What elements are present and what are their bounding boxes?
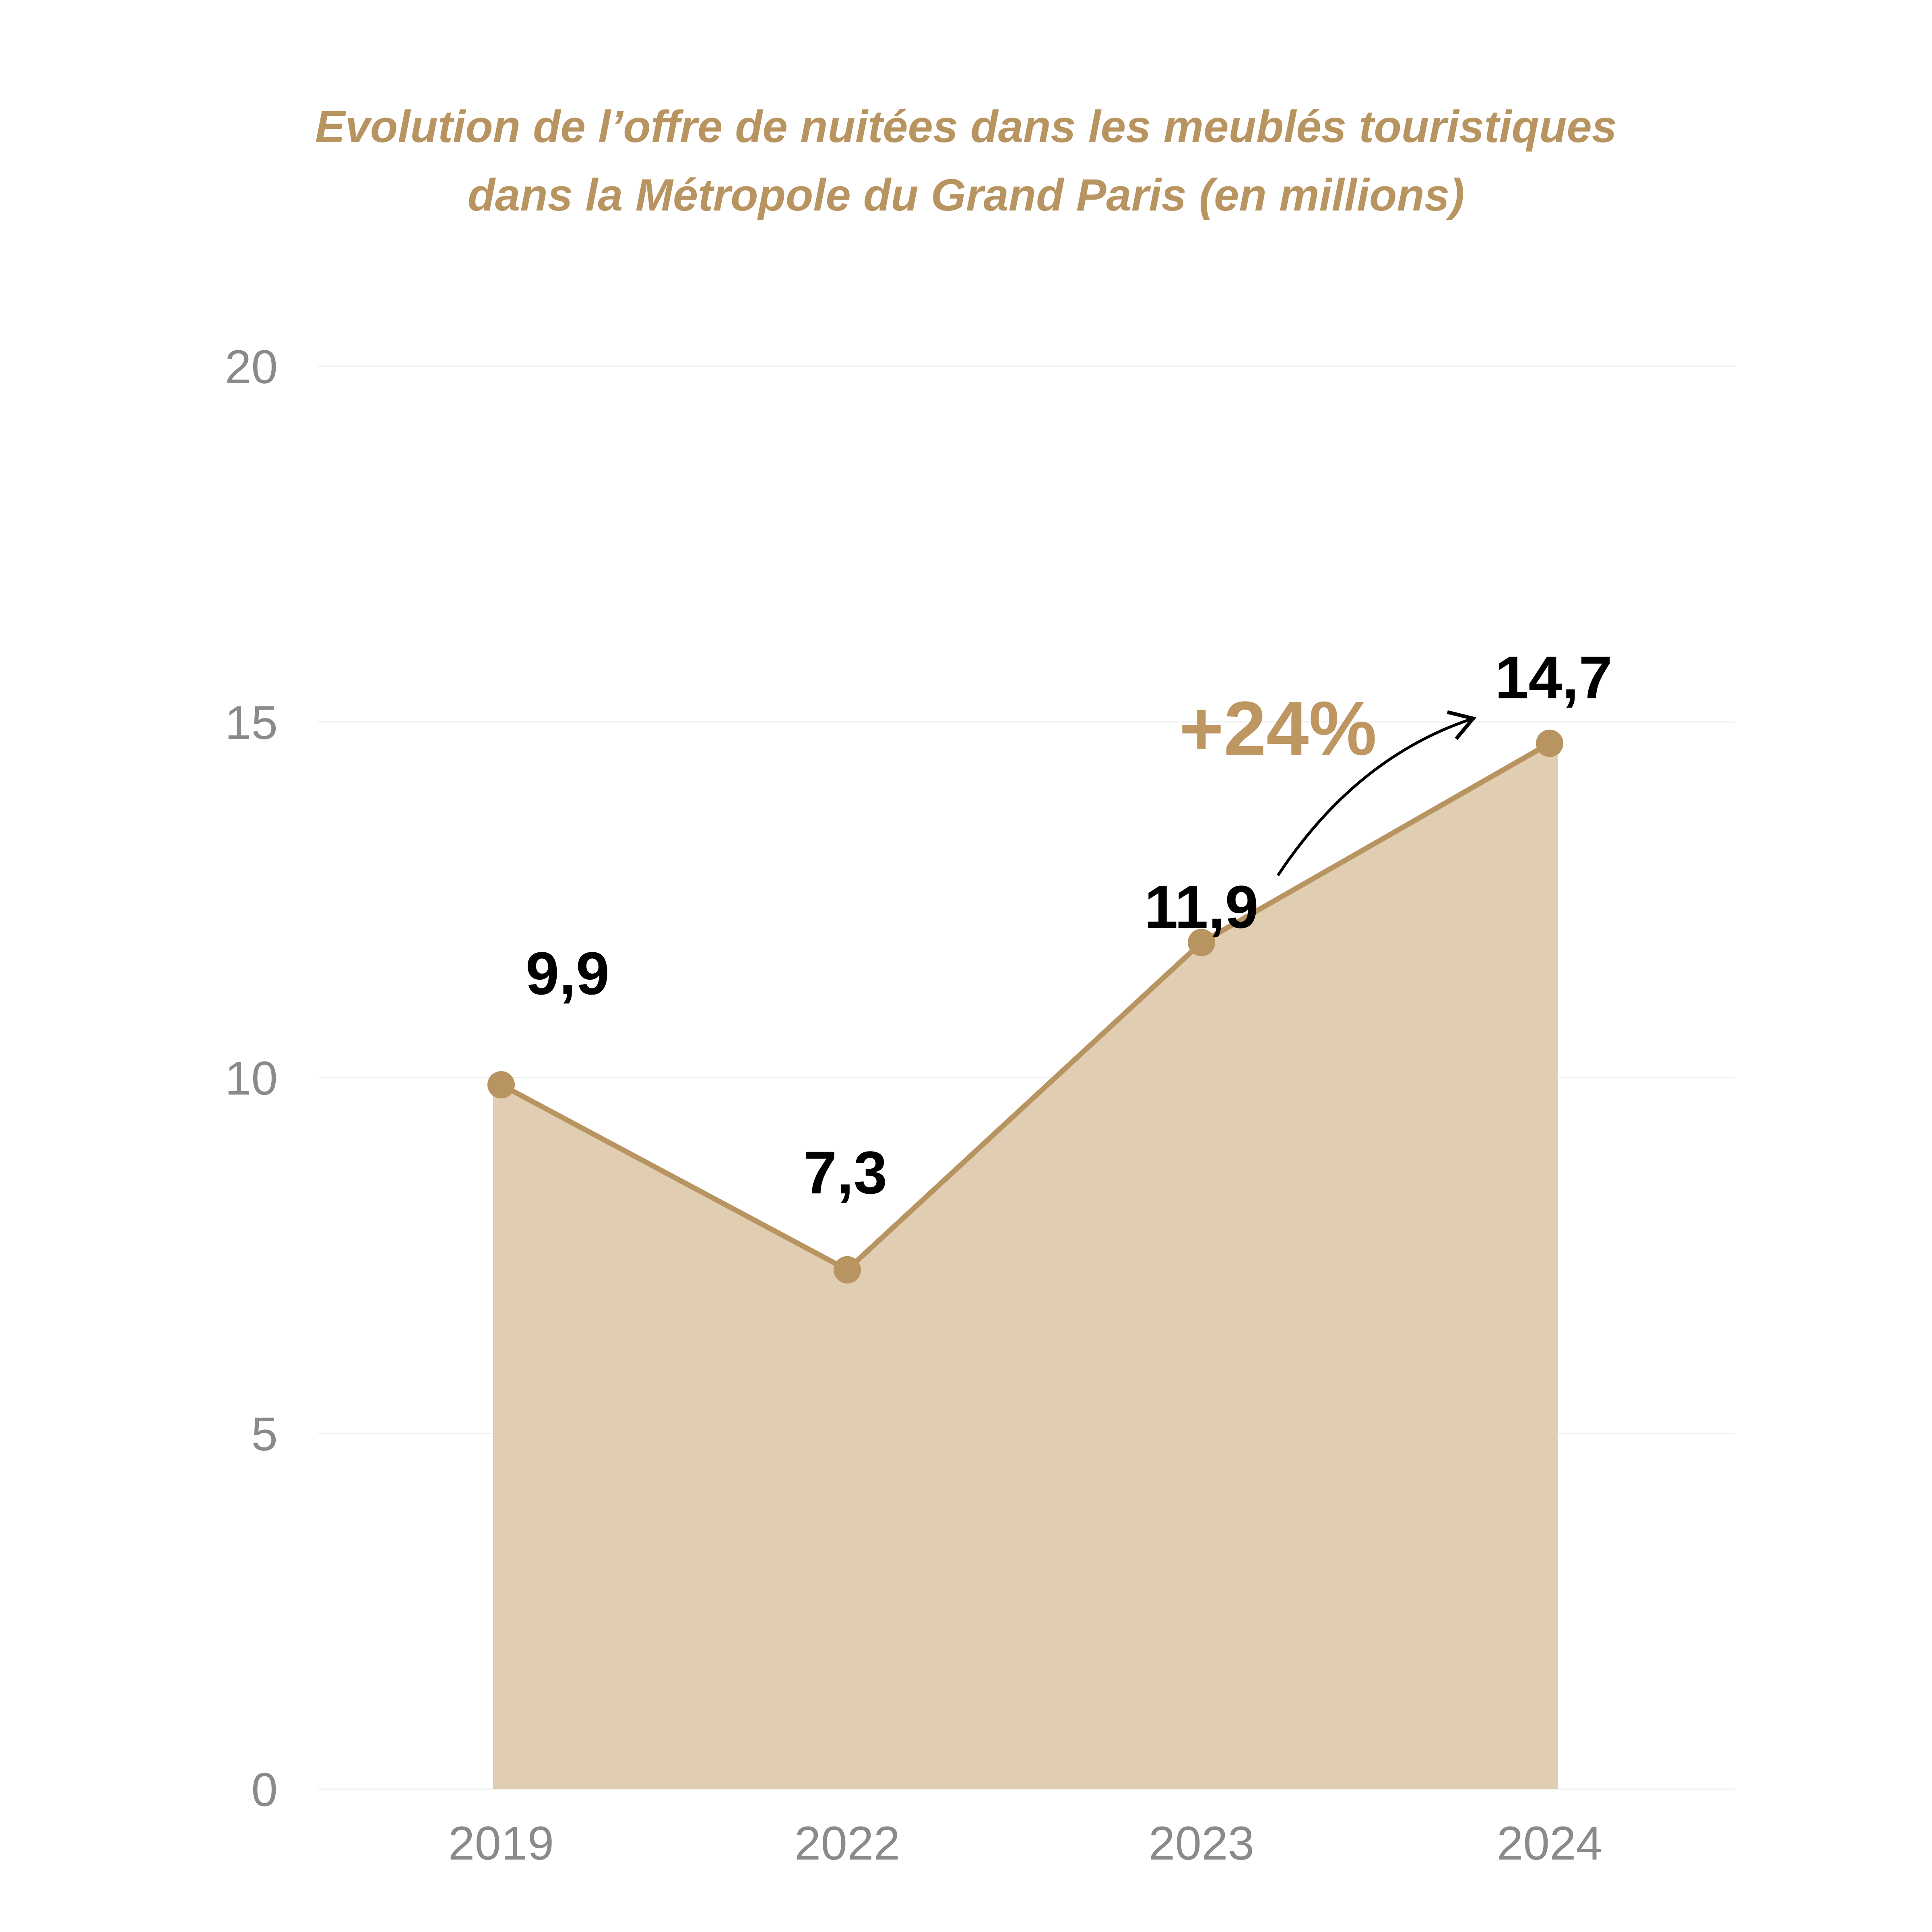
line-layer [498,741,1552,1273]
area-fill [493,743,1558,1790]
y-axis-ticks: 0 5 10 15 20 [225,341,278,1816]
x-tick-label: 2024 [1497,1817,1603,1870]
x-tick-label: 2023 [1149,1817,1255,1870]
data-point-2022 [834,1256,861,1284]
y-tick-label: 5 [251,1408,278,1461]
data-labels: 9,9 7,3 11,9 14,7 [526,644,1612,1206]
growth-arrow-icon [1277,710,1477,876]
data-label-2023: 11,9 [1144,873,1259,941]
data-label-2022: 7,3 [803,1139,888,1206]
chart-title: Evolution de l’offre de nuitées dans les… [0,93,1932,229]
y-tick-label: 15 [225,696,278,749]
area-layer [493,743,1558,1790]
chart-title-line-1: Evolution de l’offre de nuitées dans les… [315,101,1617,152]
data-point-2023 [1188,929,1215,956]
data-point-2019 [487,1071,515,1099]
chart-title-line-2: dans la Métropole du Grand Paris (en mil… [467,170,1465,220]
points-layer [487,729,1563,1284]
data-label-2024: 14,7 [1495,644,1612,711]
y-tick-label: 10 [225,1052,278,1105]
data-point-2024 [1536,729,1563,757]
series-line [498,741,1552,1273]
x-tick-label: 2022 [795,1817,900,1870]
y-tick-label: 20 [225,341,278,394]
growth-annotation: +24% [1179,686,1477,876]
x-tick-label: 2019 [448,1817,554,1870]
growth-percent-label: +24% [1179,686,1377,771]
x-axis-ticks: 2019 2022 2023 2024 [448,1817,1603,1870]
data-label-2019: 9,9 [526,939,610,1007]
y-tick-label: 0 [251,1763,278,1816]
